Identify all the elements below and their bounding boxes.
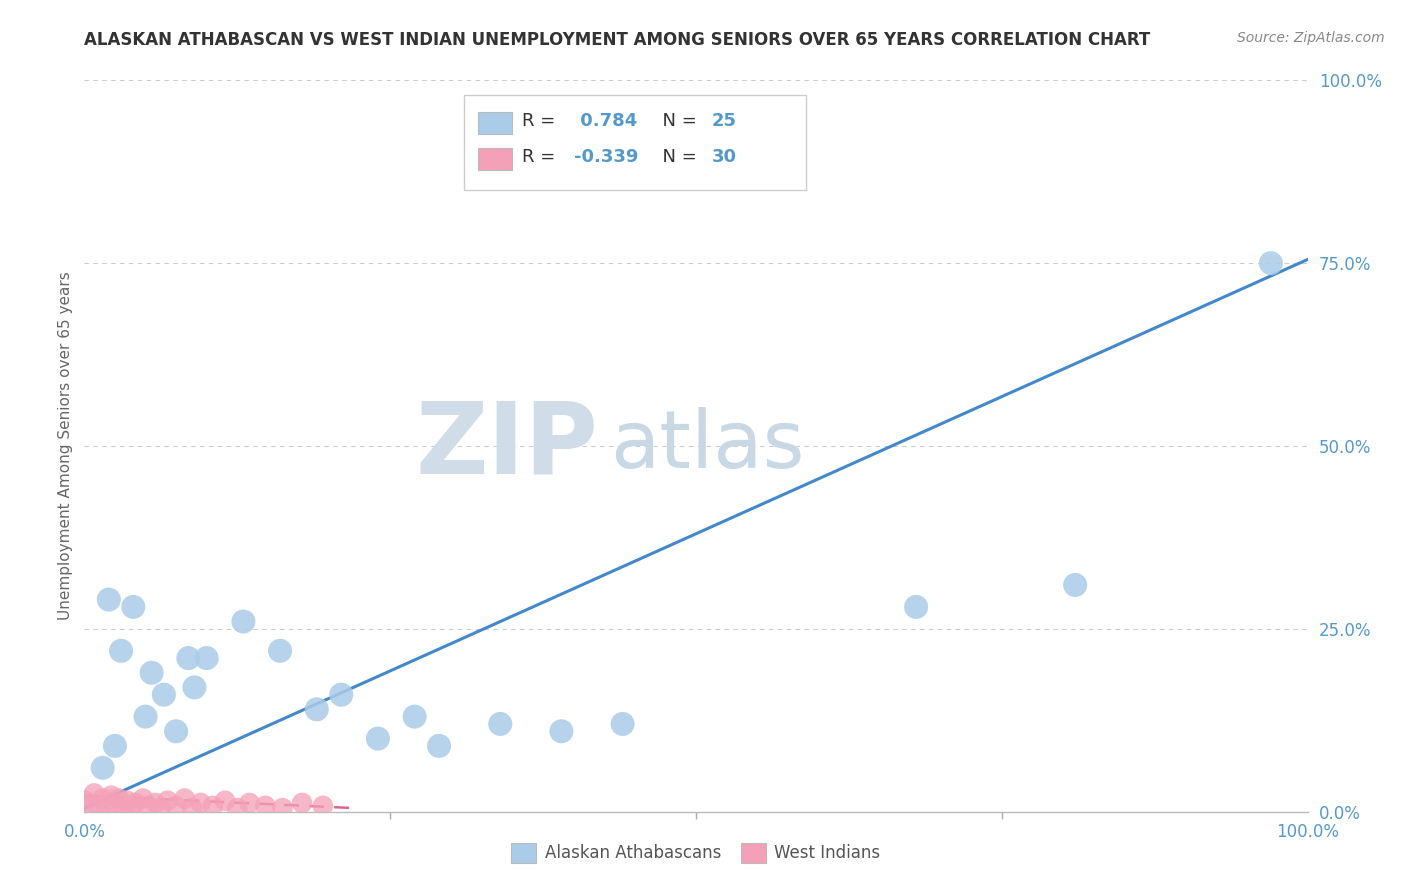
Point [135, 709, 157, 723]
Point [367, 731, 389, 746]
Point [173, 791, 195, 805]
Point [120, 801, 142, 815]
Text: ZIP: ZIP [415, 398, 598, 494]
Text: 30: 30 [711, 148, 737, 166]
Text: N =: N = [651, 148, 702, 166]
Point [183, 681, 205, 695]
Point [1260, 256, 1282, 270]
Point [107, 791, 129, 805]
Point [83, 787, 105, 801]
Y-axis label: Unemployment Among Seniors over 65 years: Unemployment Among Seniors over 65 years [58, 272, 73, 620]
Point [177, 651, 200, 665]
Point [112, 798, 135, 813]
Text: Source: ZipAtlas.com: Source: ZipAtlas.com [1237, 31, 1385, 45]
FancyBboxPatch shape [464, 95, 806, 190]
Point [115, 794, 138, 808]
Point [125, 796, 148, 810]
Point [156, 794, 179, 808]
FancyBboxPatch shape [478, 148, 513, 170]
Point [110, 644, 132, 658]
Point [271, 801, 294, 815]
Point [226, 801, 249, 815]
Point [75, 794, 97, 808]
Point [141, 665, 163, 680]
Point [122, 599, 145, 614]
Point [1064, 578, 1087, 592]
Text: atlas: atlas [610, 407, 804, 485]
Text: -0.339: -0.339 [574, 148, 638, 166]
Legend: Alaskan Athabascans, West Indians: Alaskan Athabascans, West Indians [505, 837, 887, 869]
Point [238, 796, 260, 810]
Point [550, 724, 572, 739]
Point [201, 798, 224, 813]
Text: R =: R = [522, 148, 561, 166]
Point [905, 599, 928, 614]
Text: 0.784: 0.784 [574, 112, 637, 129]
Point [136, 798, 159, 813]
Point [181, 801, 204, 815]
Point [100, 789, 122, 803]
Point [312, 798, 335, 813]
Point [404, 709, 426, 723]
Point [254, 798, 277, 813]
Point [132, 791, 155, 805]
FancyBboxPatch shape [478, 112, 513, 134]
Point [489, 717, 512, 731]
Point [91, 791, 114, 805]
Point [612, 717, 634, 731]
Text: N =: N = [651, 112, 702, 129]
Text: ALASKAN ATHABASCAN VS WEST INDIAN UNEMPLOYMENT AMONG SENIORS OVER 65 YEARS CORRE: ALASKAN ATHABASCAN VS WEST INDIAN UNEMPL… [84, 31, 1150, 49]
Point [79, 797, 101, 812]
Point [143, 796, 166, 810]
Point [96, 798, 118, 813]
Point [91, 761, 114, 775]
Point [214, 794, 236, 808]
Point [104, 739, 127, 753]
Point [330, 688, 353, 702]
Point [165, 798, 187, 813]
Point [305, 702, 328, 716]
Point [291, 796, 314, 810]
Point [195, 651, 218, 665]
Point [97, 592, 120, 607]
Point [190, 796, 212, 810]
Point [165, 724, 187, 739]
Text: 25: 25 [711, 112, 737, 129]
Text: R =: R = [522, 112, 561, 129]
Point [149, 801, 172, 815]
Point [153, 688, 176, 702]
Point [87, 801, 110, 815]
Point [232, 615, 254, 629]
Point [104, 796, 127, 810]
Point [269, 644, 291, 658]
Point [427, 739, 450, 753]
